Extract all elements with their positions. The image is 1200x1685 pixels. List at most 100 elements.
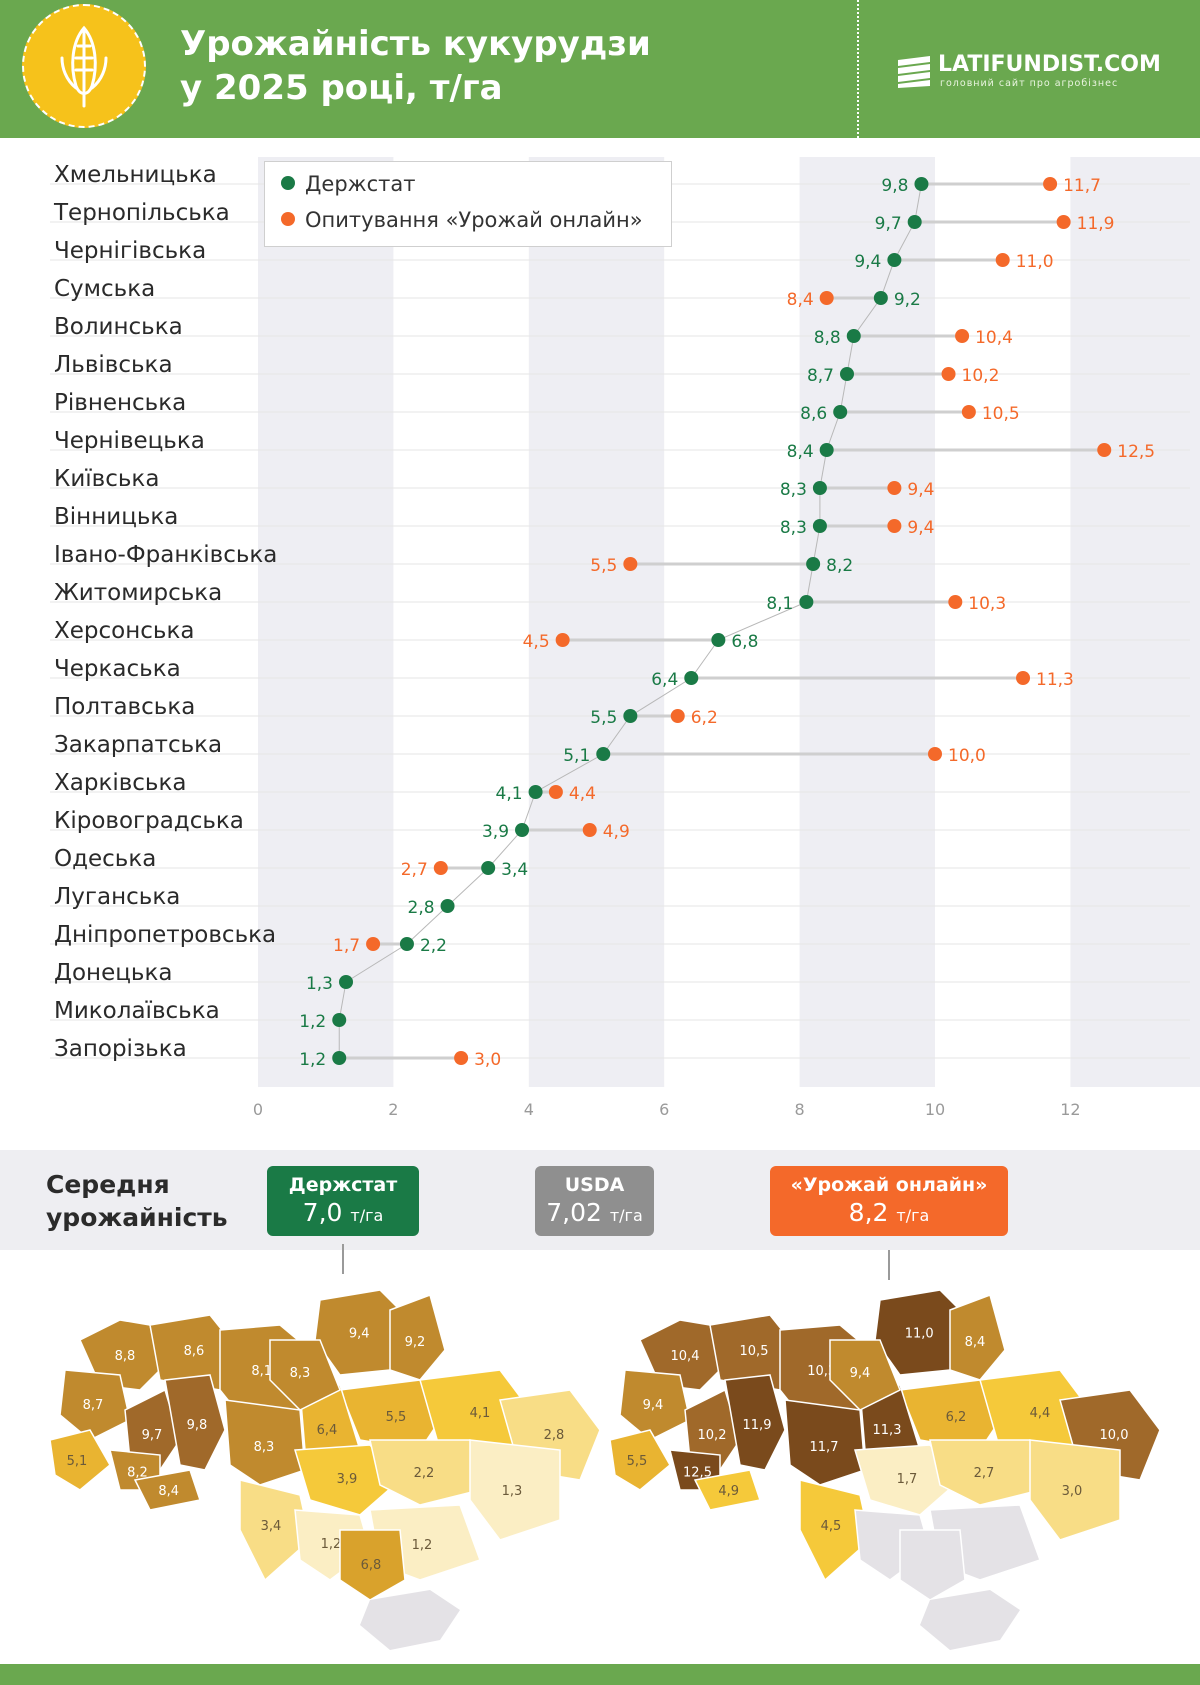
map-region-label: 9,2 — [405, 1335, 426, 1350]
map-region-label: 11,9 — [743, 1418, 772, 1433]
survey-value-label: 10,2 — [962, 366, 1000, 386]
map-region-label: 8,6 — [184, 1344, 205, 1359]
region-label: Луганська — [54, 884, 180, 910]
map-region-label: 10,2 — [698, 1428, 727, 1443]
derzhstat-value-label: 6,4 — [651, 670, 678, 690]
map-region — [609, 1429, 671, 1491]
brand-tagline: головний сайт про агробізнес — [940, 78, 1119, 89]
page-title: Урожайність кукурудзи у 2025 році, т/га — [180, 22, 651, 110]
derzhstat-dot — [711, 633, 726, 647]
derzhstat-value-label: 2,2 — [420, 936, 447, 956]
map-region — [294, 1444, 402, 1516]
derzhstat-dot — [846, 329, 861, 343]
map-region-label: 9,4 — [850, 1366, 871, 1381]
survey-dot — [1016, 671, 1031, 685]
derzhstat-value-label: 9,4 — [854, 252, 881, 272]
map-region-label: 8,4 — [965, 1335, 986, 1350]
derzhstat-dot — [914, 177, 929, 191]
derzhstat-value-label: 8,3 — [780, 480, 807, 500]
map-region-label: 11,3 — [873, 1423, 902, 1438]
average-title: Середня урожайність — [46, 1168, 228, 1234]
map-region-label: 9,4 — [349, 1327, 370, 1342]
legend-dot-derzhstat — [281, 176, 295, 190]
derzhstat-dot — [819, 443, 834, 457]
badge-number-survey: 8,2 — [848, 1198, 889, 1227]
survey-dot — [548, 785, 563, 799]
corn-logo-badge — [22, 4, 146, 128]
map-region-label: 12,5 — [683, 1465, 712, 1480]
survey-dot — [454, 1051, 469, 1065]
map-region-label: 3,9 — [337, 1472, 358, 1487]
legend-item-derzhstat: Держстат — [281, 172, 415, 196]
map-region — [338, 1379, 441, 1451]
derzhstat-value-label: 8,4 — [787, 442, 814, 462]
survey-value-label: 10,0 — [948, 746, 986, 766]
badge-value-derzhstat: 7,0 т/га — [267, 1198, 419, 1227]
derzhstat-value-label: 3,9 — [482, 822, 509, 842]
derzhstat-dot — [440, 899, 455, 913]
map-region-label: 10,3 — [807, 1364, 836, 1379]
survey-value-label: 4,9 — [603, 822, 630, 842]
brand-name[interactable]: LATIFUNDIST.COM — [938, 52, 1161, 77]
map-region — [854, 1444, 962, 1516]
x-tick-label: 8 — [795, 1100, 805, 1119]
derzhstat-trend-line — [338, 183, 922, 1058]
map-region — [369, 1439, 481, 1506]
derzhstat-value-label: 5,5 — [590, 708, 617, 728]
map-region-label: 6,4 — [317, 1423, 338, 1438]
survey-value-label: 4,4 — [569, 784, 596, 804]
badge-value-usda: 7,02 т/га — [535, 1198, 654, 1227]
map-region — [133, 1469, 201, 1511]
region-label: Харківська — [54, 770, 186, 796]
survey-dot — [433, 861, 448, 875]
map-region — [898, 1379, 1001, 1451]
region-label: Одеська — [54, 846, 156, 872]
survey-value-label: 2,7 — [401, 860, 428, 880]
x-tick-label: 12 — [1060, 1100, 1080, 1119]
region-label: Хмельницька — [54, 162, 217, 188]
survey-value-label: 9,4 — [907, 480, 934, 500]
survey-value-label: 12,5 — [1117, 442, 1155, 462]
map-region-label: 10,4 — [671, 1349, 700, 1364]
map-region — [619, 1369, 691, 1441]
survey-dot — [887, 481, 902, 495]
survey-value-label: 11,3 — [1036, 670, 1074, 690]
badge-unit-usda: т/га — [609, 1206, 643, 1225]
region-label: Миколаївська — [54, 998, 220, 1024]
derzhstat-dot — [332, 1013, 347, 1027]
derzhstat-dot — [515, 823, 530, 837]
average-badge-survey: «Урожай онлайн» 8,2 т/га — [770, 1166, 1008, 1236]
survey-value-label: 10,4 — [975, 328, 1013, 348]
map-region-label: 9,4 — [643, 1398, 664, 1413]
legend-dot-survey — [281, 212, 295, 226]
survey-value-label: 4,5 — [523, 632, 550, 652]
ukraine-maps: 8,8 8,6 9,4 9,2 8,1 8,7 9,7 9,8 8,3 5,5 4,1 6,4 8,3 2… — [49, 1289, 1161, 1650]
region-label: Київська — [54, 466, 159, 492]
derzhstat-dot — [399, 937, 414, 951]
map-region-label: 6,2 — [946, 1410, 967, 1425]
derzhstat-value-label: 3,4 — [501, 860, 528, 880]
survey-value-label: 10,3 — [968, 594, 1006, 614]
derzhstat-dot — [596, 747, 611, 761]
survey-dot — [995, 253, 1010, 267]
connector-derzhstat — [342, 1244, 344, 1274]
crimea-region — [360, 1590, 460, 1650]
map-region-label: 4,9 — [718, 1484, 739, 1499]
map-region-label: 9,7 — [142, 1428, 163, 1443]
badge-unit-derzhstat: т/га — [350, 1206, 384, 1225]
region-label: Черкаська — [54, 656, 181, 682]
region-label: Запорізька — [54, 1036, 187, 1062]
connector-survey — [888, 1250, 890, 1280]
survey-dot — [670, 709, 685, 723]
region-label: Полтавська — [54, 694, 195, 720]
grid-band — [258, 157, 394, 1087]
derzhstat-value-label: 9,8 — [881, 176, 908, 196]
derzhstat-value-label: 5,1 — [563, 746, 590, 766]
derzhstat-dot — [481, 861, 496, 875]
x-tick-label: 6 — [659, 1100, 669, 1119]
region-label: Кіровоградська — [54, 808, 244, 834]
derzhstat-value-label: 1,2 — [299, 1012, 326, 1032]
header-banner: Урожайність кукурудзи у 2025 році, т/га … — [0, 0, 1200, 138]
footer-bar — [0, 1664, 1200, 1685]
map-region — [784, 1399, 866, 1486]
